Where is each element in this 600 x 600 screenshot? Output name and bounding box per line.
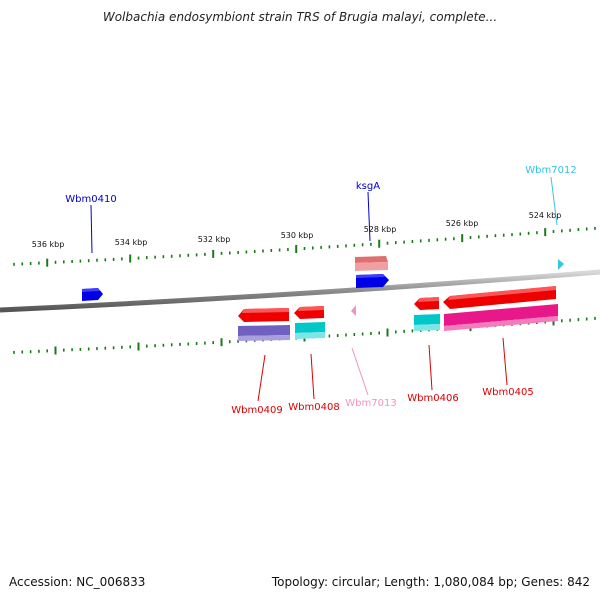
gene-label-wbm7012[interactable]: Wbm7012	[525, 165, 576, 176]
leader-wbm0410	[90, 204, 93, 254]
gene-label-wbm0408[interactable]: Wbm0408	[288, 402, 339, 413]
reverse-features	[238, 286, 558, 341]
gene-wbm0409-arrow[interactable]	[238, 308, 289, 322]
leader-wbm0409	[257, 354, 266, 402]
gene-wbm0406-cyan-block[interactable]	[414, 314, 440, 331]
gene-wbm0405-arrow[interactable]	[443, 286, 556, 309]
gene-wbm7012-arrow[interactable]	[558, 259, 564, 270]
leader-wbm0406	[428, 344, 433, 391]
gene-label-ksga[interactable]: ksgA	[356, 181, 380, 192]
scale-labels: 536 kbp 534 kbp 532 kbp 530 kbp 528 kbp …	[32, 211, 562, 249]
map-title: Wolbachia endosymbiont strain TRS of Bru…	[102, 10, 498, 24]
gene-wbm0408-arrow[interactable]	[294, 306, 324, 319]
rna-feature-pink[interactable]	[355, 256, 388, 271]
leader-wbm0408	[310, 353, 315, 400]
scale-label-526: 526 kbp	[446, 219, 479, 228]
leader-wbm7012	[550, 176, 558, 226]
gene-wbm7013-arrow[interactable]	[351, 305, 356, 316]
gene-wbm0410-arrow[interactable]	[82, 288, 103, 301]
gene-label-wbm0410[interactable]: Wbm0410	[65, 194, 116, 205]
scale-label-524: 524 kbp	[529, 211, 562, 220]
leader-wbm0405	[502, 337, 508, 386]
leader-wbm7013	[351, 347, 369, 396]
gene-label-wbm0409[interactable]: Wbm0409	[231, 405, 282, 416]
gene-ksga-arrow[interactable]	[356, 274, 389, 288]
scale-label-532: 532 kbp	[198, 235, 231, 244]
gene-label-wbm0405[interactable]: Wbm0405	[482, 387, 533, 398]
leader-ksga	[367, 191, 371, 242]
gene-wbm0409-purple-block[interactable]	[238, 325, 290, 341]
scale-label-528: 528 kbp	[364, 225, 397, 234]
upper-scale-ticks	[13, 226, 596, 267]
forward-features	[82, 256, 564, 301]
topology-summary: Topology: circular; Length: 1,080,084 bp…	[271, 575, 590, 589]
gene-wbm0405-magenta-block[interactable]	[444, 304, 558, 331]
accession-label: Accession: NC_006833	[9, 575, 146, 589]
gene-label-wbm0406[interactable]: Wbm0406	[407, 393, 458, 404]
gene-labels: Wbm0410 ksgA Wbm7012 Wbm0409 Wbm0408 Wbm…	[65, 165, 576, 416]
gene-wbm0408-cyan-block[interactable]	[295, 322, 325, 339]
scale-label-534: 534 kbp	[115, 238, 148, 247]
gene-label-wbm7013[interactable]: Wbm7013	[345, 398, 396, 409]
scale-label-536: 536 kbp	[32, 240, 65, 249]
scale-label-530: 530 kbp	[281, 231, 314, 240]
gene-wbm0406-arrow[interactable]	[414, 297, 439, 310]
genome-backbone	[0, 269, 600, 313]
label-leaders	[90, 176, 558, 402]
